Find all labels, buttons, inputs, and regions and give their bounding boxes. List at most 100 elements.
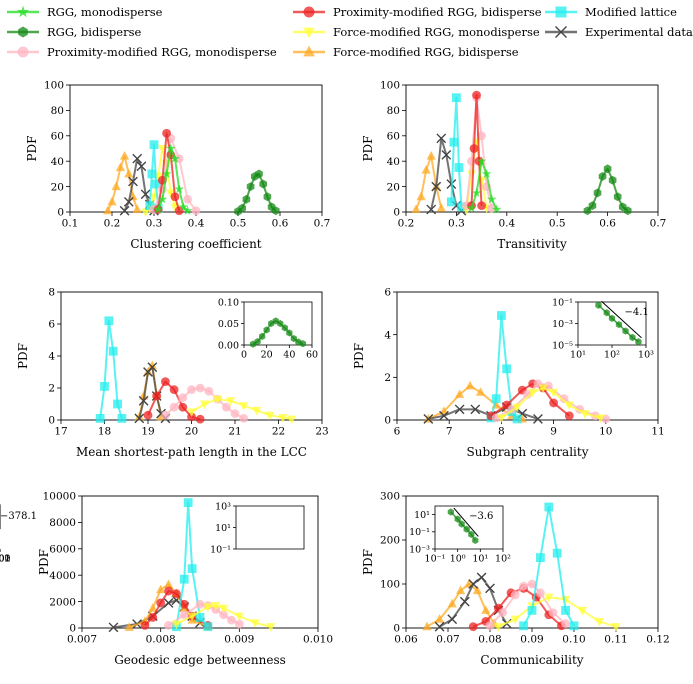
data-point (487, 203, 497, 213)
inset-y-tick-label: 10⁻¹ (552, 297, 573, 308)
data-point (132, 153, 143, 164)
inset-x-tick-label: 10¹ (570, 350, 586, 361)
x-tick-label: 0.09 (520, 634, 543, 646)
inset-x-tick-label: 10² (495, 554, 511, 565)
data-point (108, 622, 119, 633)
y-axis-label: PDF (361, 549, 375, 575)
legend-label: Modified lattice (585, 5, 677, 19)
legend-entry-modified-lattice: Modified lattice (545, 5, 677, 19)
data-point (271, 206, 280, 216)
legend-label: RGG, bidisperse (47, 25, 141, 39)
x-tick-label: 0.6 (272, 218, 289, 230)
data-point (230, 409, 240, 418)
data-point (191, 206, 201, 216)
inset-x-tick-label: 10² (604, 350, 620, 361)
data-point (497, 311, 506, 320)
data-point (512, 414, 522, 424)
y-tick-label: 0 (48, 415, 55, 427)
panel-transitivity: 0.2 0.3 0.4 0.5 0.6 0.7 0 20 40 60 80 100 Transitivi… (361, 80, 666, 251)
data-point (536, 588, 545, 598)
inset-x-tick-label: 10³ (638, 350, 654, 361)
y-axis-label: PDF (352, 343, 366, 369)
data-point (422, 621, 432, 631)
data-point (156, 598, 166, 608)
y-tick-label: 8000 (49, 517, 76, 529)
data-point (145, 201, 155, 211)
inset-y-tick-label: 0.05 (218, 319, 239, 330)
x-axis-label: Geodesic edge betweenness (114, 653, 286, 667)
legend-marker-triangle-up (303, 45, 315, 57)
inset-plot: 0.000.010.02 10⁻¹ 10¹ 10³ −378.1 (0, 501, 305, 565)
series-modified-lattice (172, 498, 213, 632)
data-point (481, 605, 491, 614)
inset-y-tick-label: 10¹ (215, 523, 231, 534)
data-point (103, 205, 113, 215)
data-point (178, 402, 188, 412)
data-point (454, 404, 465, 415)
data-point (595, 301, 602, 309)
data-point (117, 414, 127, 423)
series-rgg-bidisperse (595, 301, 642, 346)
inset-y-tick-label: 10⁻⁵ (552, 340, 573, 351)
data-point (543, 381, 553, 391)
data-point (148, 613, 158, 622)
data-point (119, 205, 130, 216)
x-tick-label: 0.007 (67, 634, 97, 646)
x-axis-label: Subgraph centrality (467, 445, 589, 459)
data-point (278, 414, 288, 423)
data-point (603, 309, 610, 317)
inset-x-tick-label: 20 (261, 350, 273, 361)
x-tick-label: 11 (651, 426, 664, 438)
data-point (299, 340, 307, 348)
data-point (166, 189, 176, 199)
data-point (476, 156, 487, 166)
data-point (113, 399, 122, 409)
series-experimental-data (426, 133, 467, 216)
data-point (265, 411, 275, 421)
data-point (533, 414, 543, 424)
data-point (436, 133, 447, 144)
data-point (162, 128, 172, 138)
y-axis-label: PDF (16, 343, 30, 369)
inset-x-tick-label: 40 (283, 350, 295, 361)
data-point (170, 153, 180, 163)
x-tick-label: 20 (185, 426, 198, 438)
data-point (485, 621, 495, 631)
legend-entry-experimental-data: Experimental data (545, 25, 693, 39)
data-point (623, 206, 632, 216)
data-point (472, 90, 481, 100)
data-point (465, 380, 475, 390)
data-point (128, 191, 138, 201)
y-tick-label: 60 (51, 130, 64, 142)
data-point (172, 589, 181, 599)
data-point (476, 572, 487, 583)
data-point (212, 395, 223, 405)
y-tick-label: 6000 (49, 543, 76, 555)
y-tick-label: 8 (48, 287, 55, 299)
data-point (472, 585, 483, 595)
inset-x-tick-label: 0.02 (0, 554, 11, 565)
fit-slope-label: −4.1 (624, 307, 648, 318)
x-tick-label: 23 (315, 426, 328, 438)
x-tick-label: 0.4 (498, 218, 515, 230)
x-tick-label: 8 (498, 426, 505, 438)
data-point (549, 398, 558, 408)
data-point (527, 579, 537, 589)
panels: 0.1 0.2 0.3 0.4 0.5 0.6 0.7020406080100Cluster… (0, 80, 670, 667)
data-point (178, 393, 188, 402)
data-point (471, 187, 482, 198)
y-axis-label: PDF (25, 135, 39, 161)
legend-marker-square (555, 6, 567, 18)
y-tick-label: 20 (51, 181, 64, 193)
data-point (512, 403, 522, 413)
y-tick-label: 80 (51, 105, 64, 117)
y-tick-label: 4000 (49, 570, 76, 582)
data-point (227, 615, 236, 625)
data-point (124, 168, 134, 178)
legend-marker-triangle-down (303, 27, 315, 39)
data-point (447, 508, 454, 516)
data-point (449, 137, 459, 147)
data-point (157, 194, 168, 204)
data-point (608, 175, 617, 185)
data-point (439, 410, 449, 421)
